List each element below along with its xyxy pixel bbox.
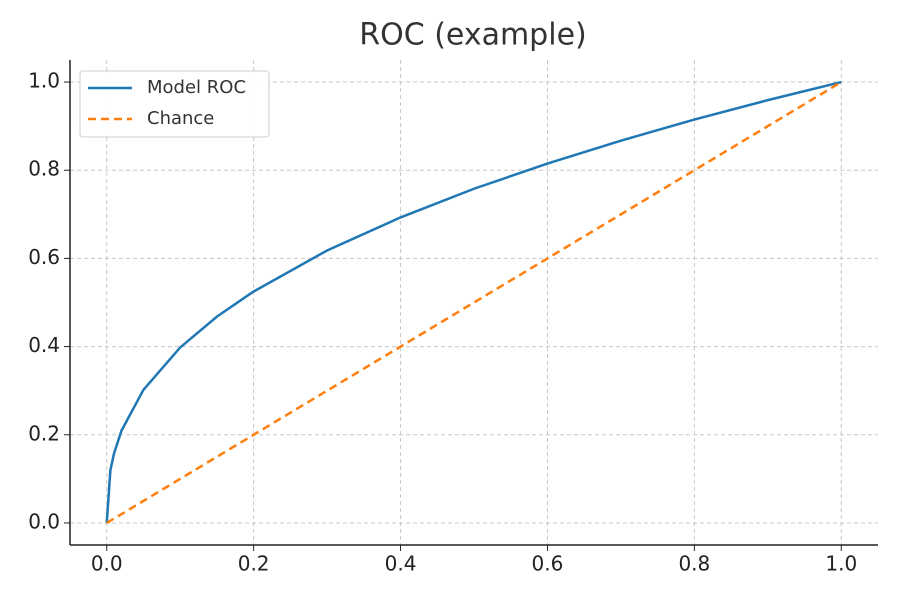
- chart-title: ROC (example): [359, 18, 586, 53]
- x-tick-label: 0.2: [238, 552, 270, 576]
- x-tick-label: 0.6: [532, 552, 564, 576]
- y-tick-label: 0.8: [28, 157, 60, 181]
- data-line: [105, 80, 842, 524]
- y-tick-label: 0.0: [28, 509, 60, 533]
- legend-label: Chance: [147, 108, 214, 129]
- y-tick-label: 0.6: [28, 245, 60, 269]
- x-tick-label: 0.4: [385, 552, 417, 576]
- y-tick-label: 1.0: [28, 69, 60, 93]
- x-tick-label: 0.0: [91, 552, 123, 576]
- y-tick-label: 0.4: [28, 333, 60, 357]
- y-tick-label: 0.2: [28, 421, 60, 445]
- data-line: [106, 80, 842, 525]
- legend-label: Model ROC: [147, 77, 246, 98]
- x-tick-label: 0.8: [678, 552, 710, 576]
- x-tick-label: 1.0: [825, 552, 857, 576]
